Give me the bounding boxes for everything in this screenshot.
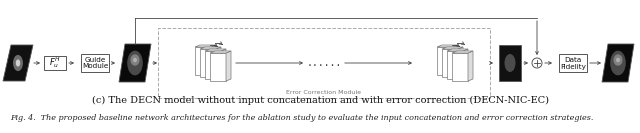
Text: Data
Fidelity: Data Fidelity [560,57,586,70]
Bar [44,56,66,70]
Polygon shape [205,49,226,51]
Polygon shape [211,45,216,75]
Ellipse shape [614,54,623,66]
Polygon shape [463,49,468,79]
Polygon shape [221,49,226,79]
Polygon shape [119,44,151,82]
Polygon shape [602,44,634,82]
Polygon shape [226,51,231,81]
Polygon shape [200,47,221,49]
Ellipse shape [504,54,515,72]
Circle shape [532,58,542,68]
Polygon shape [453,45,458,75]
Polygon shape [442,47,463,49]
Text: Guide
Module: Guide Module [82,57,108,70]
Text: ......: ...... [307,58,342,68]
Polygon shape [447,49,468,51]
Bar [81,54,109,72]
Bar [452,53,468,81]
Ellipse shape [16,59,20,67]
Bar [437,47,453,75]
Bar [210,53,226,81]
Bar [200,49,216,77]
Text: $F_u^H$: $F_u^H$ [49,56,61,70]
Polygon shape [216,47,221,77]
Ellipse shape [616,58,620,62]
Bar [447,51,463,79]
Text: Fig. 4.  The proposed baseline network architectures for the ablation study to e: Fig. 4. The proposed baseline network ar… [10,114,593,122]
Bar [158,28,490,98]
Ellipse shape [131,54,140,66]
Text: (c) The DECN model without input concatenation and with error correction (DECN-N: (c) The DECN model without input concate… [92,95,548,105]
Polygon shape [437,45,458,47]
Bar [442,49,458,77]
Bar [559,54,587,72]
Bar [205,51,221,79]
Ellipse shape [133,58,137,62]
Bar [195,47,211,75]
Ellipse shape [610,51,626,75]
Polygon shape [452,51,473,53]
Polygon shape [468,51,473,81]
Polygon shape [3,45,33,81]
Ellipse shape [127,51,143,75]
Polygon shape [458,47,463,77]
Polygon shape [195,45,216,47]
Polygon shape [210,51,231,53]
Ellipse shape [13,55,23,71]
Text: Error Correction Module: Error Correction Module [287,90,362,95]
Bar [499,45,521,81]
